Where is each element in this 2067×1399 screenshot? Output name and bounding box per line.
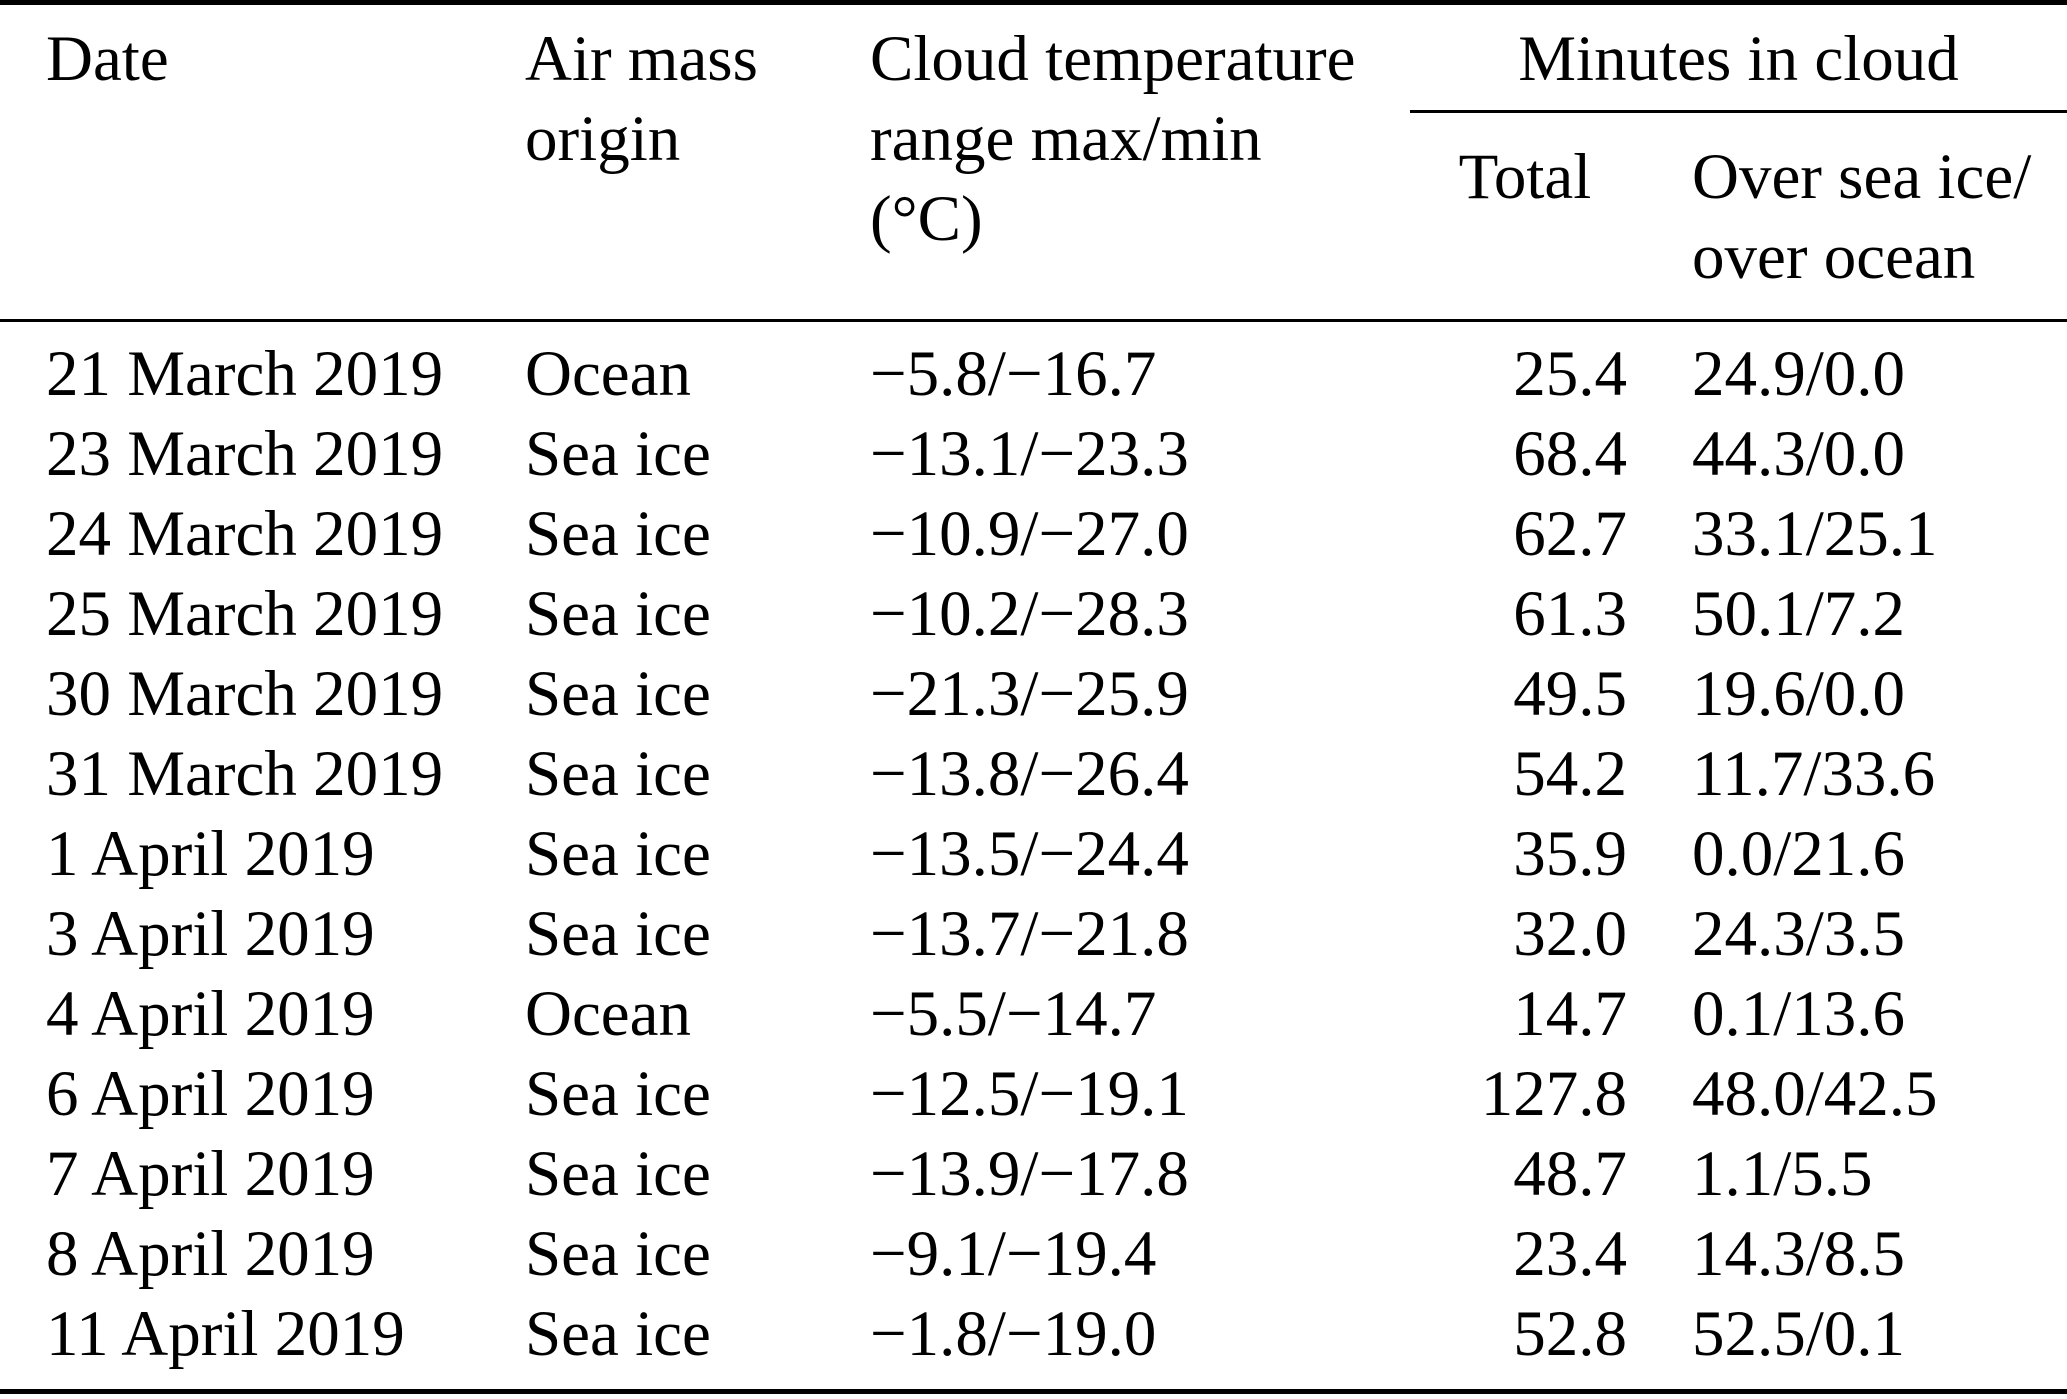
minutes-total-cell: 54.2 — [1513, 738, 1627, 810]
cloud-temperature-range-cell: −9.1/−19.4 — [870, 1218, 1157, 1290]
minutes-total-cell: 127.8 — [1480, 1058, 1627, 1130]
minutes-over-sea-ice-ocean-cell: 11.7/33.6 — [1692, 738, 1936, 810]
table-row: 24 March 2019 Sea ice −10.9/−27.0 62.7 33.1/… — [0, 494, 2067, 574]
date-cell: 25 March 2019 — [46, 578, 444, 650]
header-row-sub: Total Over sea ice/ over ocean — [0, 113, 2067, 322]
minutes-total-cell: 48.7 — [1513, 1138, 1627, 1210]
minutes-over-sea-ice-ocean-cell: 0.1/13.6 — [1692, 978, 1906, 1050]
minutes-over-sea-ice-ocean-cell: 0.0/21.6 — [1692, 818, 1906, 890]
date-cell: 1 April 2019 — [46, 818, 375, 890]
minutes-total-cell: 61.3 — [1513, 578, 1627, 650]
air-mass-origin-cell: Sea ice — [525, 658, 711, 730]
date-cell: 30 March 2019 — [46, 658, 444, 730]
cloud-temperature-range-cell: −10.9/−27.0 — [870, 498, 1189, 570]
minutes-over-sea-ice-ocean-cell: 52.5/0.1 — [1692, 1298, 1906, 1370]
minutes-total-cell: 62.7 — [1513, 498, 1627, 570]
column-group-header-minutes-in-cloud: Minutes in cloud — [1410, 5, 2067, 113]
minutes-over-sea-ice-ocean-cell: 24.9/0.0 — [1692, 338, 1906, 410]
air-mass-origin-cell: Sea ice — [525, 738, 711, 810]
air-mass-origin-cell: Sea ice — [525, 1138, 711, 1210]
air-mass-origin-cell: Sea ice — [525, 418, 711, 490]
header-row-main: Date Air mass origin Cloud temperature r… — [0, 5, 2067, 322]
air-mass-origin-cell: Sea ice — [525, 1298, 711, 1370]
cloud-temperature-range-cell: −13.5/−24.4 — [870, 818, 1189, 890]
minutes-total-cell: 23.4 — [1513, 1218, 1627, 1290]
date-cell: 21 March 2019 — [46, 338, 444, 410]
date-cell: 23 March 2019 — [46, 418, 444, 490]
air-mass-origin-cell: Ocean — [525, 338, 691, 410]
minutes-over-sea-ice-ocean-cell: 14.3/8.5 — [1692, 1218, 1906, 1290]
table-body: 21 March 2019 Ocean −5.8/−16.7 25.4 24.9/0.0… — [0, 322, 2067, 1389]
table-row: 31 March 2019 Sea ice −13.8/−26.4 54.2 11.7/… — [0, 734, 2067, 814]
cloud-temperature-range-cell: −1.8/−19.0 — [870, 1298, 1157, 1370]
table-row: 3 April 2019 Sea ice −13.7/−21.8 32.0 24.3/3… — [0, 894, 2067, 974]
air-mass-origin-cell: Sea ice — [525, 1058, 711, 1130]
air-mass-origin-cell: Sea ice — [525, 898, 711, 970]
column-header-over-sea-ice-over-ocean: Over sea ice/ over ocean — [1640, 113, 2067, 322]
table-row: 7 April 2019 Sea ice −13.9/−17.8 48.7 1.1/5.… — [0, 1134, 2067, 1214]
table-row: 8 April 2019 Sea ice −9.1/−19.4 23.4 14.3/8.… — [0, 1214, 2067, 1294]
minutes-over-sea-ice-ocean-cell: 33.1/25.1 — [1692, 498, 1938, 570]
cloud-temperature-range-cell: −5.5/−14.7 — [870, 978, 1157, 1050]
table-row: 11 April 2019 Sea ice −1.8/−19.0 52.8 52.5/0… — [0, 1294, 2067, 1389]
minutes-total-cell: 32.0 — [1513, 898, 1627, 970]
cloud-temperature-range-cell: −21.3/−25.9 — [870, 658, 1189, 730]
cloud-temperature-range-cell: −13.9/−17.8 — [870, 1138, 1189, 1210]
date-cell: 31 March 2019 — [46, 738, 444, 810]
table-row: 30 March 2019 Sea ice −21.3/−25.9 49.5 19.6/… — [0, 654, 2067, 734]
date-cell: 8 April 2019 — [46, 1218, 375, 1290]
minutes-over-sea-ice-ocean-cell: 1.1/5.5 — [1692, 1138, 1873, 1210]
table-row: 6 April 2019 Sea ice −12.5/−19.1 127.8 48.0/… — [0, 1054, 2067, 1134]
cloud-temperature-range-cell: −13.7/−21.8 — [870, 898, 1189, 970]
table-row: 21 March 2019 Ocean −5.8/−16.7 25.4 24.9/0.0 — [0, 322, 2067, 414]
table-row: 23 March 2019 Sea ice −13.1/−23.3 68.4 44.3/… — [0, 414, 2067, 494]
minutes-total-cell: 68.4 — [1513, 418, 1627, 490]
cloud-temperature-range-cell: −13.1/−23.3 — [870, 418, 1189, 490]
minutes-total-cell: 49.5 — [1513, 658, 1627, 730]
column-header-cloud-temperature-range: Cloud temperature range max/min (°C) — [870, 5, 1410, 322]
air-mass-origin-cell: Sea ice — [525, 578, 711, 650]
minutes-total-cell: 35.9 — [1513, 818, 1627, 890]
minutes-total-cell: 14.7 — [1513, 978, 1627, 1050]
minutes-over-sea-ice-ocean-cell: 44.3/0.0 — [1692, 418, 1906, 490]
table-row: 4 April 2019 Ocean −5.5/−14.7 14.7 0.1/13.6 — [0, 974, 2067, 1054]
air-mass-origin-cell: Sea ice — [525, 498, 711, 570]
minutes-over-sea-ice-ocean-cell: 19.6/0.0 — [1692, 658, 1906, 730]
column-header-total: Total — [1410, 113, 1640, 322]
date-cell: 7 April 2019 — [46, 1138, 375, 1210]
minutes-over-sea-ice-ocean-cell: 24.3/3.5 — [1692, 898, 1906, 970]
date-cell: 4 April 2019 — [46, 978, 375, 1050]
column-header-air-mass-origin: Air mass origin — [525, 5, 870, 322]
date-cell: 6 April 2019 — [46, 1058, 375, 1130]
date-cell: 11 April 2019 — [46, 1298, 405, 1370]
date-cell: 24 March 2019 — [46, 498, 444, 570]
air-mass-origin-cell: Ocean — [525, 978, 691, 1050]
date-cell: 3 April 2019 — [46, 898, 375, 970]
air-mass-origin-cell: Sea ice — [525, 1218, 711, 1290]
table-row: 25 March 2019 Sea ice −10.2/−28.3 61.3 50.1/… — [0, 574, 2067, 654]
table-header: Date Air mass origin Cloud temperature r… — [0, 5, 2067, 322]
cloud-temperature-range-cell: −5.8/−16.7 — [870, 338, 1157, 410]
column-header-date: Date — [0, 5, 525, 322]
minutes-over-sea-ice-ocean-cell: 48.0/42.5 — [1692, 1058, 1938, 1130]
minutes-total-cell: 52.8 — [1513, 1298, 1627, 1370]
air-mass-origin-cell: Sea ice — [525, 818, 711, 890]
table-row: 1 April 2019 Sea ice −13.5/−24.4 35.9 0.0/21… — [0, 814, 2067, 894]
cloud-temperature-range-cell: −12.5/−19.1 — [870, 1058, 1189, 1130]
cloud-temperature-range-cell: −10.2/−28.3 — [870, 578, 1189, 650]
minutes-total-cell: 25.4 — [1513, 338, 1627, 410]
cloud-temperature-range-cell: −13.8/−26.4 — [870, 738, 1189, 810]
minutes-over-sea-ice-ocean-cell: 50.1/7.2 — [1692, 578, 1906, 650]
